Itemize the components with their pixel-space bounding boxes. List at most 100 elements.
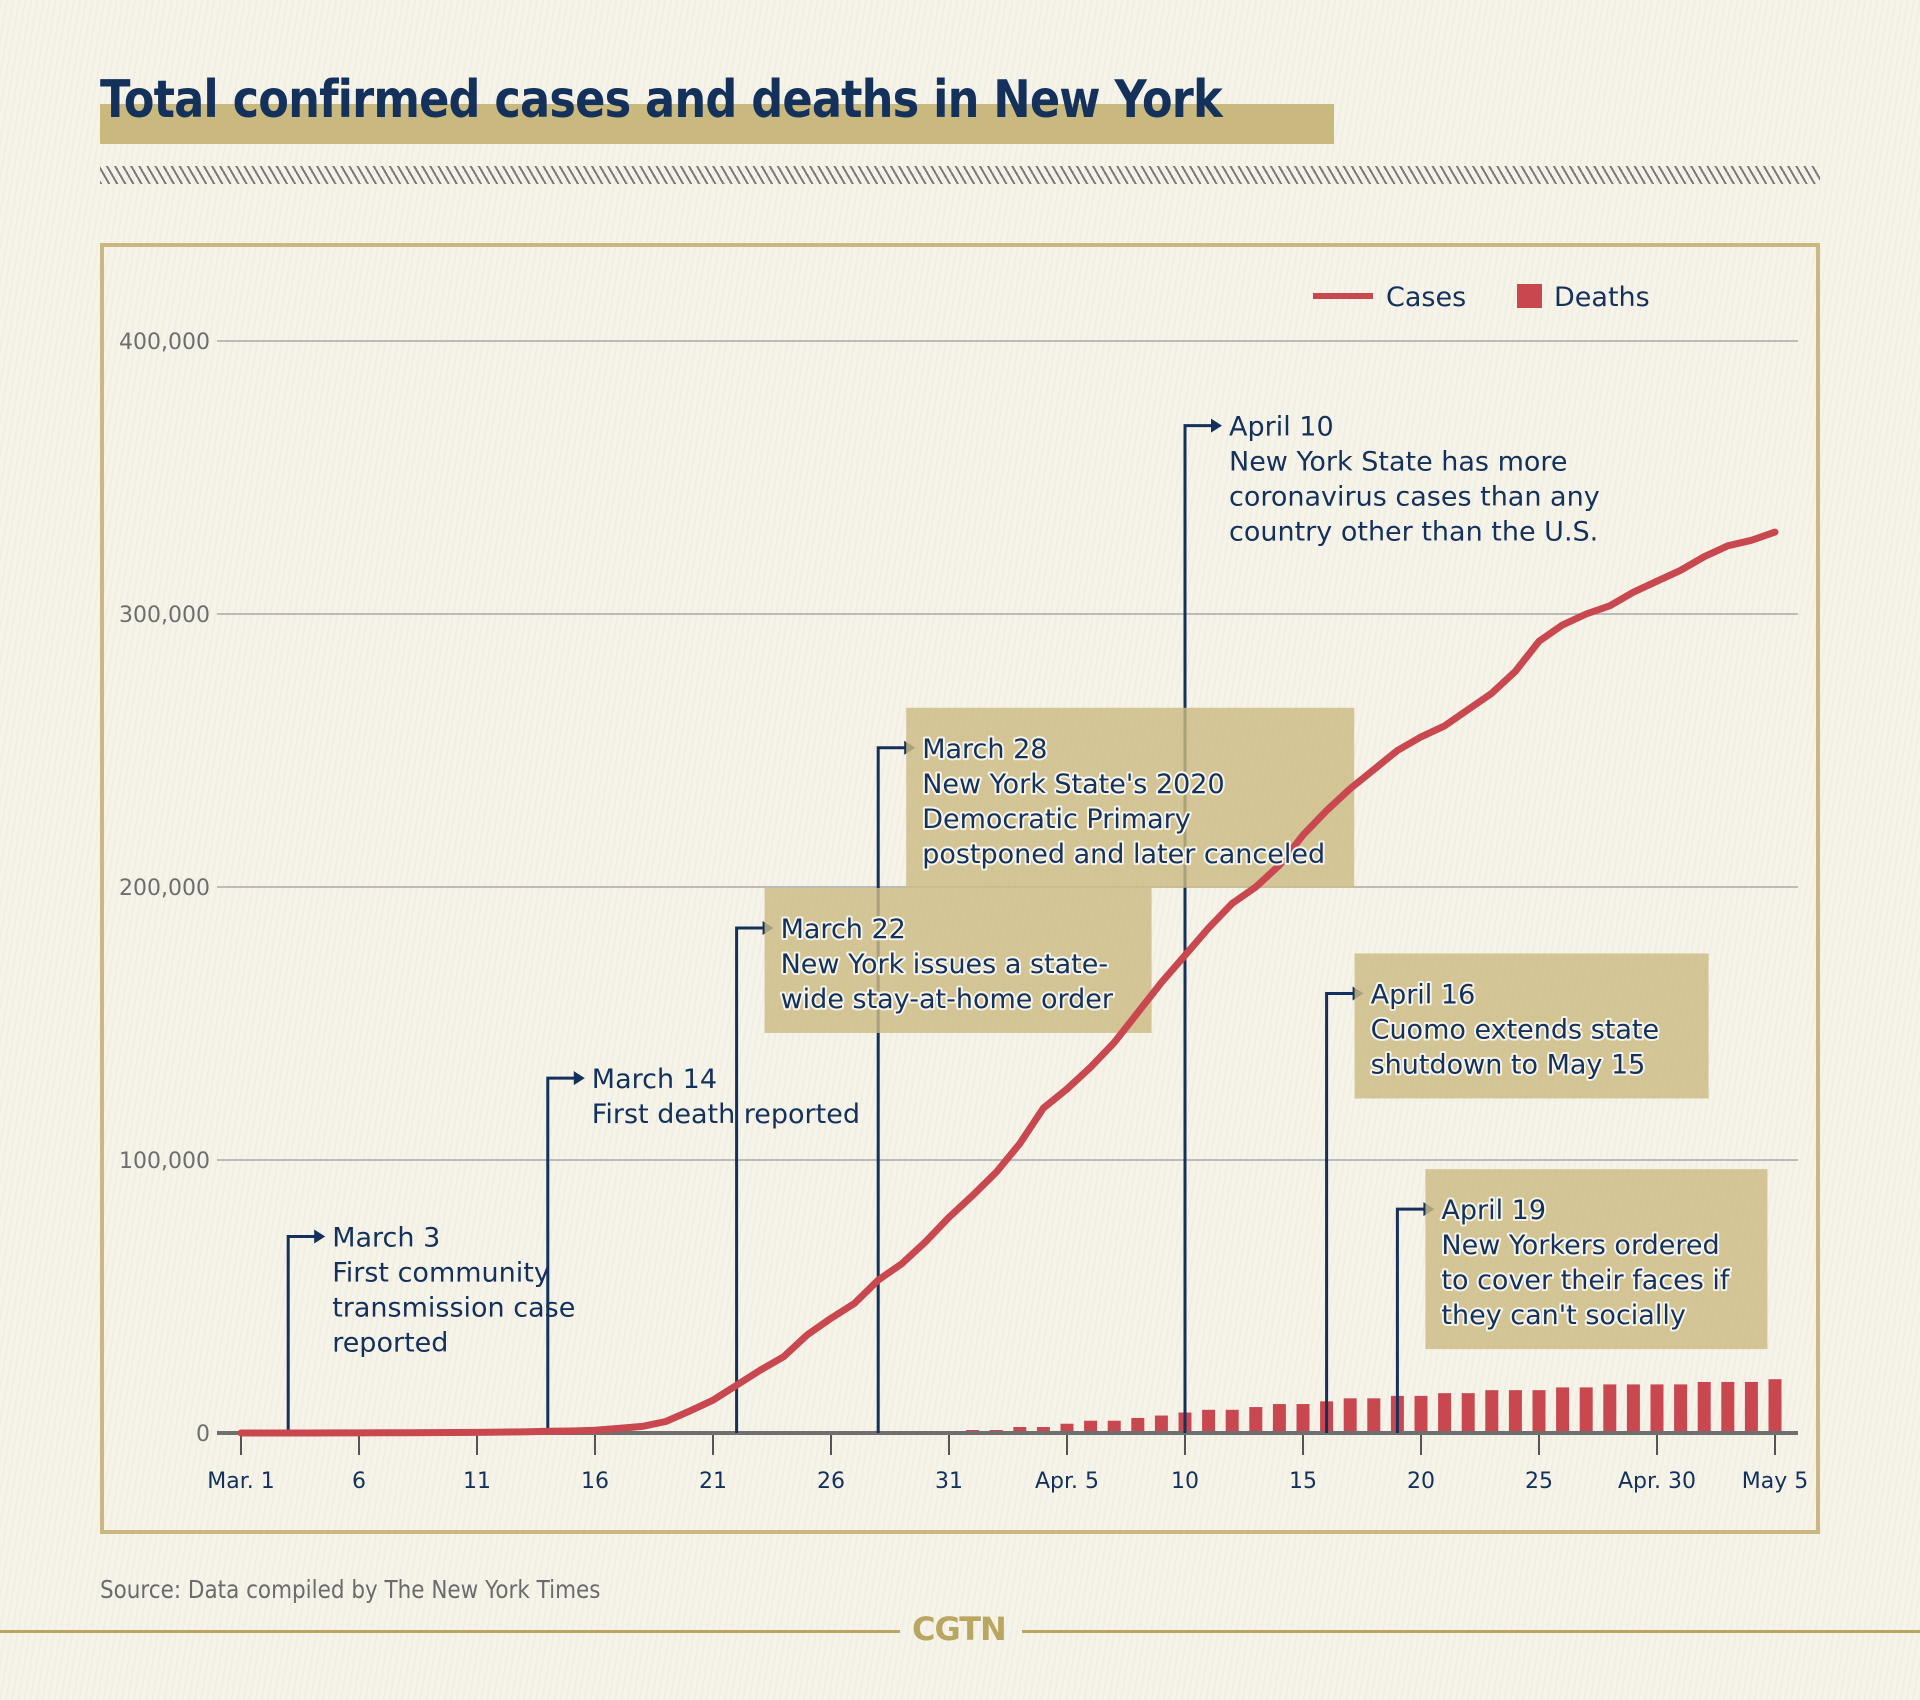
annotation-text: coronavirus cases than any xyxy=(1229,482,1600,513)
x-axis: Mar. 1 6 11 16 21 26 31 Apr. 5 10 15 20 25 Apr. 30 Ma… xyxy=(207,1431,1808,1494)
annotation-box xyxy=(764,887,1152,1033)
y-tick-label: 300,000 xyxy=(119,603,210,628)
deaths-bar xyxy=(1367,1398,1381,1433)
deaths-bar xyxy=(1272,1404,1286,1433)
legend: Cases Deaths xyxy=(1313,282,1650,313)
deaths-bar xyxy=(1532,1390,1546,1433)
annotation-date: March 3 xyxy=(332,1222,440,1253)
deaths-bar xyxy=(1603,1384,1617,1433)
annotation-text: New York State's 2020 xyxy=(922,769,1224,800)
deaths-bar xyxy=(1650,1384,1664,1433)
x-tick-label: 26 xyxy=(817,1469,845,1494)
x-tick-label: 21 xyxy=(699,1469,727,1494)
annotation-text: First death reported xyxy=(592,1099,860,1130)
legend-cases-label: Cases xyxy=(1386,282,1466,313)
annotation-leader-line xyxy=(286,1234,317,1433)
source-note: Source: Data compiled by The New York Ti… xyxy=(100,1575,601,1604)
page-title: Total confirmed cases and deaths in New … xyxy=(100,70,1223,130)
x-tick-label: 16 xyxy=(581,1469,609,1494)
x-tick-label: 31 xyxy=(935,1469,963,1494)
x-tick-label: Apr. 30 xyxy=(1618,1469,1696,1494)
annotation-text: transmission case xyxy=(332,1292,575,1323)
deaths-bar xyxy=(1556,1387,1570,1433)
legend-deaths-swatch xyxy=(1517,284,1542,308)
gridlines xyxy=(217,340,1798,1161)
annotation-text: wide stay-at-home order xyxy=(781,984,1114,1015)
deaths-bar xyxy=(1131,1417,1145,1433)
annotation-leader-line xyxy=(1325,991,1355,1433)
annotation-box xyxy=(1425,1169,1768,1350)
annotation-text: country other than the U.S. xyxy=(1229,517,1598,548)
footer-rule-right xyxy=(1022,1630,1920,1633)
deaths-bar xyxy=(1508,1390,1522,1433)
x-tick-label: 20 xyxy=(1407,1469,1435,1494)
deaths-bar xyxy=(1414,1395,1428,1433)
cases-line xyxy=(237,528,1779,1437)
deaths-bar xyxy=(1249,1407,1263,1433)
annotation-texts: March 3 First community transmission case r… xyxy=(332,412,1733,1359)
deaths-bar xyxy=(1768,1379,1782,1433)
annotation-text: Democratic Primary xyxy=(922,804,1191,835)
annotation-date: March 28 xyxy=(922,734,1047,765)
x-tick-label: 15 xyxy=(1289,1469,1317,1494)
annotation-leader-line xyxy=(735,926,765,1433)
title-highlight-band xyxy=(100,104,1334,144)
deaths-bar xyxy=(1296,1404,1310,1433)
annotation-date: March 14 xyxy=(592,1064,717,1095)
deaths-bars xyxy=(918,1379,1782,1433)
annotation-text: First community xyxy=(332,1257,550,1288)
y-tick-label: 100,000 xyxy=(119,1149,210,1174)
y-tick-label: 400,000 xyxy=(119,330,210,355)
annotation-text: to cover their faces if xyxy=(1441,1265,1730,1296)
annotation-arrow-icon xyxy=(1211,418,1222,433)
x-tick-label: 11 xyxy=(463,1469,491,1494)
deaths-bar xyxy=(1202,1409,1216,1433)
deaths-bar xyxy=(1461,1393,1475,1433)
x-tick-label: Mar. 1 xyxy=(207,1469,274,1494)
deaths-bar xyxy=(1438,1393,1452,1433)
y-axis-ticks: 0 100,000 200,000 300,000 400,000 xyxy=(119,330,210,1447)
deaths-bar xyxy=(1579,1387,1593,1433)
deaths-bar xyxy=(1626,1384,1640,1433)
deaths-bar xyxy=(1013,1426,1027,1433)
deaths-bar xyxy=(1485,1390,1499,1433)
annotation-arrow-icon xyxy=(573,1071,585,1086)
x-tick-label: May 5 xyxy=(1742,1469,1808,1494)
deaths-bar xyxy=(1154,1415,1168,1433)
annotation-text: postponed and later canceled xyxy=(922,839,1325,870)
footer-rule-left xyxy=(0,1630,900,1633)
chart-frame xyxy=(100,243,1820,1534)
annotation-date: April 16 xyxy=(1371,979,1476,1010)
y-tick-label: 0 xyxy=(196,1422,210,1447)
annotation-leader-line xyxy=(1183,424,1213,1433)
deaths-bar xyxy=(1225,1409,1239,1433)
annotation-box xyxy=(1354,953,1709,1099)
annotation-boxes xyxy=(764,707,1768,1350)
deaths-bar xyxy=(1060,1423,1074,1433)
x-tick-label: Apr. 5 xyxy=(1035,1469,1099,1494)
annotation-leader-line xyxy=(876,746,907,1433)
x-tick-label: 6 xyxy=(352,1469,366,1494)
annotation-date: April 10 xyxy=(1229,412,1334,443)
deaths-bar xyxy=(1721,1381,1735,1433)
annotation-text: they can't socially xyxy=(1441,1300,1685,1331)
deaths-bar xyxy=(1107,1420,1121,1433)
deaths-bar xyxy=(1697,1381,1711,1433)
annotation-text: shutdown to May 15 xyxy=(1371,1049,1646,1080)
annotation-arrow-icon xyxy=(314,1229,326,1244)
deaths-bar xyxy=(1036,1426,1050,1433)
annotation-text: New York issues a state- xyxy=(781,949,1109,980)
deaths-bar xyxy=(1343,1398,1357,1433)
brand-logo: CGTN xyxy=(912,1610,1007,1648)
annotation-text: Cuomo extends state xyxy=(1371,1014,1660,1045)
x-tick-label: 10 xyxy=(1171,1469,1199,1494)
x-tick-label: 25 xyxy=(1525,1469,1553,1494)
annotation-text: New York State has more xyxy=(1229,447,1568,478)
annotation-date: April 19 xyxy=(1441,1195,1546,1226)
annotation-date: March 22 xyxy=(781,914,906,945)
hatched-divider xyxy=(100,166,1820,184)
annotation-text: reported xyxy=(332,1327,448,1358)
y-tick-label: 200,000 xyxy=(119,876,210,901)
deaths-bar xyxy=(1084,1420,1098,1433)
